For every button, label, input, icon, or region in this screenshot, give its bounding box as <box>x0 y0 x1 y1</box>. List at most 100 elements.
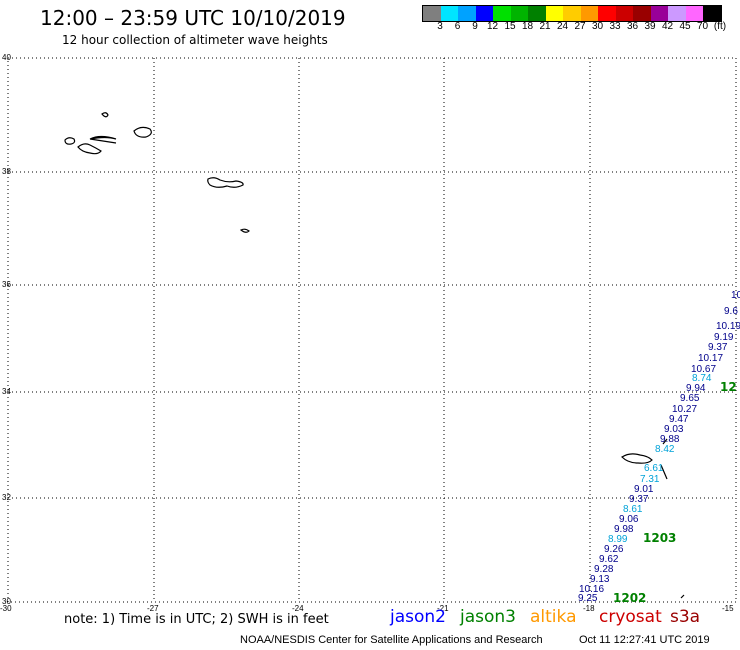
color-scale-legend <box>422 5 722 22</box>
satellite-track: 109.610.199.199.3710.1710.678.749.949.65… <box>578 290 740 605</box>
longitude-label: -21 <box>437 604 449 613</box>
legend-swatch <box>580 6 598 21</box>
wave-height-value: 8.99 <box>608 534 628 545</box>
legend-label: 27 <box>574 21 586 32</box>
wave-height-value: 9.94 <box>686 383 706 394</box>
satellite-legend-cryosat: cryosat <box>599 607 662 627</box>
legend-swatch <box>440 6 458 21</box>
island-porto-santo <box>662 438 668 445</box>
satellite-legend-altika: altika <box>530 607 577 627</box>
island-santa-maria <box>239 228 250 233</box>
legend-swatch <box>563 6 581 21</box>
latitude-label: 36 <box>2 280 11 289</box>
legend-label: 45 <box>679 21 691 32</box>
legend-swatch <box>493 6 511 21</box>
legend-swatch <box>475 6 493 21</box>
wave-height-value: 10 <box>731 290 740 301</box>
satellite-legend-jason2: jason2 <box>390 607 446 627</box>
legend-label: 42 <box>661 21 674 32</box>
map-subtitle: 12 hour collection of altimeter wave hei… <box>62 33 328 47</box>
island-sao-jorge <box>133 126 152 138</box>
islet-selvagens <box>680 594 685 599</box>
wave-height-value: 10.17 <box>698 353 723 364</box>
latitude-label: 34 <box>2 387 11 396</box>
wave-height-value: 9.25 <box>578 593 598 604</box>
island-flores <box>64 137 76 145</box>
wave-height-value: 9.37 <box>708 342 728 353</box>
legend-swatch <box>615 6 633 21</box>
longitude-label: -30 <box>0 604 12 613</box>
wave-height-value: 9.47 <box>669 414 689 425</box>
island-pico <box>89 135 117 144</box>
wave-height-value: 9.01 <box>634 484 654 495</box>
legend-swatch <box>423 6 441 21</box>
azores-islands <box>64 112 685 599</box>
latitude-label: 38 <box>2 167 11 176</box>
wave-height-value: 7.31 <box>640 474 660 485</box>
legend-label: 6 <box>454 21 461 32</box>
legend-label: 30 <box>591 21 604 32</box>
wave-height-value: 9.65 <box>680 393 700 404</box>
legend-swatch <box>633 6 651 21</box>
latitude-label: 40 <box>2 53 11 62</box>
wave-height-value: 9.62 <box>599 554 619 565</box>
pass-time-label: 1202 <box>613 591 646 605</box>
island-corvo <box>101 112 109 118</box>
legend-swatch <box>510 6 528 21</box>
legend-label: 24 <box>556 21 569 32</box>
wave-height-value: 9.98 <box>614 524 634 535</box>
footer-credit: NOAA/NESDIS Center for Satellite Applica… <box>240 634 543 646</box>
longitude-label: -24 <box>292 604 304 613</box>
map-title: 12:00 – 23:59 UTC 10/10/2019 <box>40 6 346 30</box>
axis-labels: 40 38 36 34 32 30-30 -27 -24 -21 -18 -15 <box>0 53 734 613</box>
footer-timestamp: Oct 11 12:27:41 UTC 2019 <box>579 634 710 646</box>
wave-height-value: 8.61 <box>623 504 643 515</box>
units-note: note: 1) Time is in UTC; 2) SWH is in fe… <box>64 612 329 627</box>
islet-desertas <box>660 464 668 480</box>
legend-swatch <box>650 6 668 21</box>
legend-swatch <box>545 6 563 21</box>
legend-label: 70 <box>696 21 709 32</box>
wave-height-value: 10.67 <box>691 364 716 375</box>
island-sao-miguel <box>207 177 244 188</box>
wave-height-value: 9.37 <box>629 494 649 505</box>
legend-label: 3 <box>437 21 443 32</box>
satellite-legend-jason3: jason3 <box>460 607 516 627</box>
map-border <box>7 57 737 603</box>
wave-height-value: 6.61 <box>644 463 664 474</box>
legend-label: 33 <box>609 21 621 32</box>
graticule <box>7 57 737 603</box>
legend-label: 12 <box>486 21 499 32</box>
wave-height-value: 9.13 <box>590 574 610 585</box>
wave-height-value: 9.88 <box>660 434 680 445</box>
latitude-label: 30 <box>2 597 11 606</box>
wave-height-value: 9.19 <box>714 332 734 343</box>
legend-label: (ft) <box>713 21 727 32</box>
wave-height-value: 8.74 <box>692 373 712 384</box>
satellite-legend-s3a: s3a <box>670 607 701 627</box>
wave-height-value: 8.42 <box>655 444 675 455</box>
legend-swatch <box>528 6 546 21</box>
color-scale-labels: 3 6 9 12 15 18 21 24 27 30 33 36 39 42 45 70 (ft) <box>422 21 740 33</box>
legend-swatch <box>668 6 686 21</box>
pass-time-label: 1203 <box>643 531 676 545</box>
legend-swatch <box>685 6 703 21</box>
longitude-label: -15 <box>722 604 734 613</box>
wave-height-value: 9.26 <box>604 544 624 555</box>
wave-height-value: 9.03 <box>664 424 684 435</box>
longitude-label: -18 <box>583 604 595 613</box>
wave-height-value: 9.28 <box>594 564 614 575</box>
legend-swatch <box>703 6 721 21</box>
legend-swatch <box>598 6 616 21</box>
legend-label: 9 <box>472 21 478 32</box>
legend-label: 18 <box>521 21 534 32</box>
wave-height-value: 9.06 <box>619 514 639 525</box>
latitude-label: 32 <box>2 493 11 502</box>
wave-height-value: 10.16 <box>579 584 604 595</box>
legend-label: 39 <box>644 21 656 32</box>
pass-time-label: 12 <box>720 380 737 394</box>
wave-height-value: 9.6 <box>724 306 738 317</box>
island-faial <box>77 143 102 155</box>
legend-label: 36 <box>626 21 639 32</box>
